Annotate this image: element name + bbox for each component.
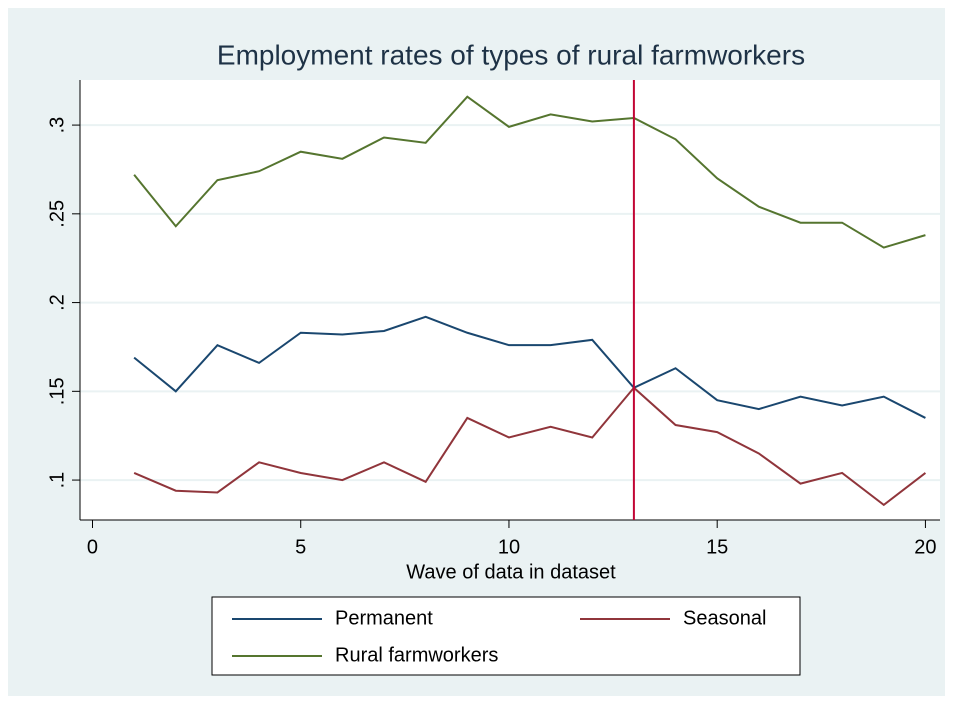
chart-title: Employment rates of types of rural farmw… bbox=[217, 39, 805, 70]
legend-label: Seasonal bbox=[683, 607, 766, 629]
y-tick-label: .2 bbox=[46, 294, 68, 311]
y-tick-label: .25 bbox=[46, 200, 68, 228]
plot-area bbox=[80, 80, 940, 520]
x-tick-label: 15 bbox=[706, 536, 728, 558]
x-tick-label: 10 bbox=[498, 536, 520, 558]
series-line bbox=[133, 386, 927, 507]
y-tick-label: .3 bbox=[46, 117, 68, 134]
x-tick-label: 5 bbox=[295, 536, 306, 558]
series-line bbox=[133, 95, 926, 249]
x-tick-label: 20 bbox=[914, 536, 936, 558]
x-axis-label: Wave of data in dataset bbox=[406, 561, 616, 583]
y-tick-label: .1 bbox=[46, 472, 68, 489]
legend-label: Rural farmworkers bbox=[335, 644, 498, 666]
legend-label: Permanent bbox=[335, 607, 433, 629]
x-tick-label: 0 bbox=[87, 536, 98, 558]
y-tick-label: .15 bbox=[46, 377, 68, 405]
series-line bbox=[133, 315, 926, 419]
legend bbox=[211, 596, 801, 676]
